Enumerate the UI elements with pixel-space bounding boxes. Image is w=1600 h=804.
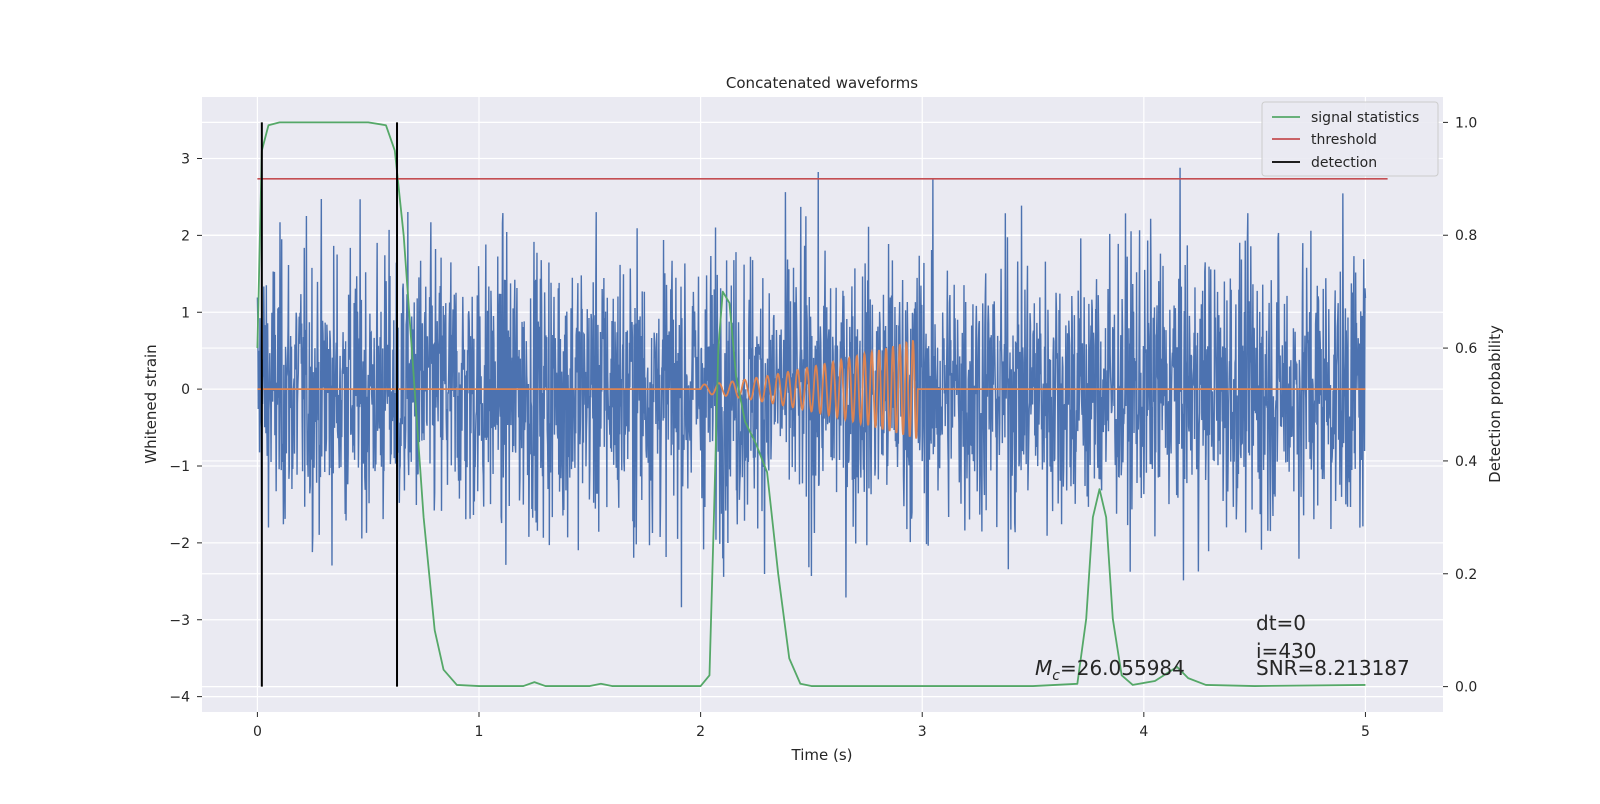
x-tick-label: 3 xyxy=(918,724,927,740)
y-axis-label: Whitened strain xyxy=(142,344,160,463)
x-axis-label: Time (s) xyxy=(791,746,853,764)
signal-statistics-line xyxy=(256,121,1366,687)
annotations: Mc=26.055984 dt=0 i=430 SNR=8.213187 xyxy=(1035,611,1410,684)
x-tick-label: 5 xyxy=(1361,724,1370,740)
y2-tick-label: 0.4 xyxy=(1455,454,1477,470)
legend-label-detection: detection xyxy=(1311,155,1377,171)
y-tick-label: 2 xyxy=(181,228,190,244)
y-tick-label: −4 xyxy=(169,690,190,706)
legend-box xyxy=(1261,101,1439,177)
y-tick-label: −1 xyxy=(169,459,190,475)
y-tick-label: −3 xyxy=(169,613,190,629)
y2-tick-label: 0.8 xyxy=(1455,228,1477,244)
legend-label-signal-statistics: signal statistics xyxy=(1311,110,1419,126)
chirp-mass-annotation: Mc=26.055984 xyxy=(1035,656,1185,684)
x-tick-label: 1 xyxy=(475,724,484,740)
y2-tick-label: 0.2 xyxy=(1455,567,1477,583)
y2-tick-label: 0.0 xyxy=(1455,680,1477,696)
x-tick-label: 0 xyxy=(253,724,262,740)
legend-label-threshold: threshold xyxy=(1311,132,1377,148)
axis-layer: 0 1 2 3 4 5 −4 −3 −2 −1 0 1 2 3 0.0 0.2 0.4 0.6 0.8 1.0 xyxy=(169,115,1477,740)
legend: signal statistics threshold detection xyxy=(1261,101,1439,177)
snr-annotation: SNR=8.213187 xyxy=(1256,656,1410,680)
y2-axis-label: Detection probability xyxy=(1486,325,1504,483)
y2-tick-label: 0.6 xyxy=(1455,341,1477,357)
y-tick-label: 1 xyxy=(181,305,190,321)
y-tick-label: 3 xyxy=(181,152,190,168)
chart-title: Concatenated waveforms xyxy=(726,74,918,92)
noise-series-line xyxy=(256,167,1367,608)
x-tick-label: 4 xyxy=(1139,724,1148,740)
y2-tick-label: 1.0 xyxy=(1455,115,1477,131)
data-layer xyxy=(256,121,1388,687)
injected-waveform-line xyxy=(257,339,1366,439)
y-tick-label: 0 xyxy=(181,382,190,398)
y-tick-label: −2 xyxy=(169,536,190,552)
x-tick-label: 2 xyxy=(696,724,705,740)
index-annotation: i=430 xyxy=(1256,639,1317,663)
dt-annotation: dt=0 xyxy=(1256,611,1306,635)
